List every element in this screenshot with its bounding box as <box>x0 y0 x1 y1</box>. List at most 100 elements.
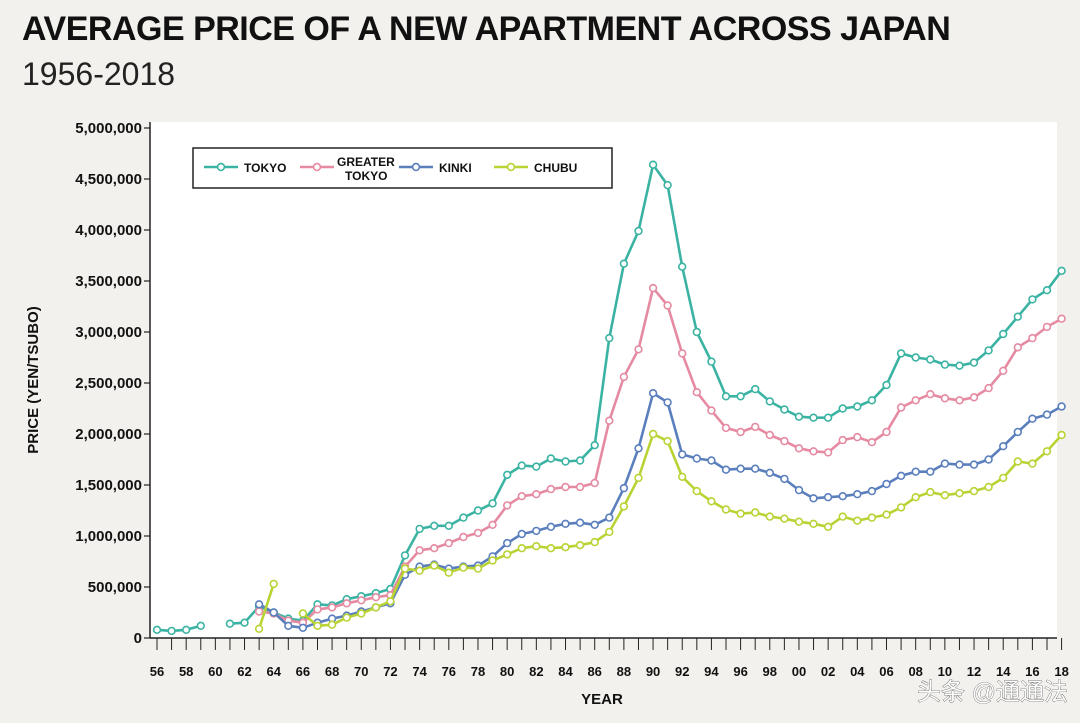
x-tick-label: 84 <box>558 664 573 679</box>
data-point-greater-tokyo <box>663 301 672 310</box>
data-point-tokyo <box>765 397 774 406</box>
x-tick-label: 68 <box>325 664 339 679</box>
legend-label: GREATER <box>337 155 395 169</box>
data-point-tokyo <box>969 358 979 367</box>
data-point-greater-tokyo <box>736 427 745 437</box>
data-point-greater-tokyo <box>823 448 833 457</box>
data-point-tokyo <box>648 160 658 169</box>
data-point-greater-tokyo <box>984 383 993 393</box>
y-tick-label: 2,500,000 <box>75 375 142 392</box>
data-point-tokyo <box>546 454 556 463</box>
x-tick-label: 92 <box>675 664 689 679</box>
data-point-greater-tokyo <box>444 538 453 548</box>
data-point-tokyo <box>1057 266 1066 275</box>
data-point-chubu <box>605 527 614 537</box>
y-tick-label: 1,000,000 <box>75 528 142 545</box>
data-point-tokyo <box>196 621 206 630</box>
series-line-tokyo <box>156 624 202 633</box>
data-point-kinki <box>896 471 906 480</box>
data-point-kinki <box>254 600 264 609</box>
data-point-kinki <box>546 522 556 531</box>
data-point-chubu <box>984 482 993 492</box>
x-tick-label: 12 <box>967 664 981 679</box>
chart-title: AVERAGE PRICE OF A NEW APARTMENT ACROSS … <box>22 10 951 48</box>
legend-marker <box>216 162 226 172</box>
data-point-chubu <box>503 550 512 559</box>
data-point-chubu <box>269 579 278 589</box>
data-point-kinki <box>794 485 804 495</box>
data-point-greater-tokyo <box>546 484 556 494</box>
data-point-greater-tokyo <box>357 596 366 605</box>
data-point-chubu <box>313 621 322 630</box>
data-point-tokyo <box>721 392 731 401</box>
data-point-greater-tokyo <box>561 482 570 492</box>
data-point-kinki <box>575 518 585 527</box>
data-point-kinki <box>1028 414 1037 423</box>
data-point-tokyo <box>663 180 672 190</box>
data-point-kinki <box>838 492 847 501</box>
data-point-greater-tokyo <box>371 592 381 602</box>
data-point-greater-tokyo <box>955 396 964 405</box>
data-point-tokyo <box>707 357 716 366</box>
data-point-chubu <box>692 486 701 496</box>
data-point-tokyo <box>503 470 512 479</box>
data-point-chubu <box>327 620 337 629</box>
data-point-chubu <box>926 487 935 497</box>
data-point-kinki <box>867 486 877 496</box>
data-point-tokyo <box>488 499 497 508</box>
data-point-chubu <box>911 493 920 502</box>
data-point-greater-tokyo <box>998 366 1008 375</box>
data-point-greater-tokyo <box>517 492 526 501</box>
data-point-tokyo <box>984 346 993 355</box>
data-point-tokyo <box>444 521 453 530</box>
data-point-chubu <box>940 491 950 500</box>
data-point-tokyo <box>532 462 541 471</box>
x-tick-label: 08 <box>908 664 922 679</box>
data-point-tokyo <box>882 380 891 390</box>
data-point-tokyo <box>823 413 833 422</box>
data-point-kinki <box>1013 427 1022 437</box>
data-point-chubu <box>634 473 643 483</box>
legend-marker <box>312 162 322 172</box>
data-point-chubu <box>955 489 964 498</box>
data-point-greater-tokyo <box>342 599 351 608</box>
legend-item-chubu: CHUBU <box>494 161 577 175</box>
data-point-tokyo <box>517 461 526 470</box>
data-point-chubu <box>561 542 570 552</box>
data-point-greater-tokyo <box>707 406 716 415</box>
data-point-chubu <box>838 512 847 521</box>
x-tick-label: 66 <box>296 664 310 679</box>
x-tick-label: 80 <box>500 664 514 679</box>
data-point-greater-tokyo <box>619 372 629 382</box>
data-point-chubu <box>400 564 410 573</box>
x-tick-label: 76 <box>442 664 456 679</box>
data-point-greater-tokyo <box>503 501 512 510</box>
data-point-chubu <box>386 597 395 606</box>
data-point-greater-tokyo <box>969 393 979 402</box>
legend-label: KINKI <box>439 161 472 175</box>
data-point-chubu <box>998 473 1008 483</box>
data-point-chubu <box>371 603 381 612</box>
data-point-chubu <box>1013 457 1022 466</box>
data-point-kinki <box>648 389 658 398</box>
x-tick-label: 06 <box>879 664 893 679</box>
data-point-greater-tokyo <box>605 416 614 425</box>
x-tick-label: 94 <box>704 664 719 679</box>
data-point-kinki <box>926 467 935 476</box>
data-point-kinki <box>663 398 672 407</box>
data-point-chubu <box>254 624 264 633</box>
data-point-chubu <box>896 503 906 512</box>
data-point-tokyo <box>240 618 249 627</box>
data-point-kinki <box>911 467 920 476</box>
data-point-tokyo <box>911 353 920 362</box>
data-point-chubu <box>619 502 629 511</box>
data-point-chubu <box>780 514 789 523</box>
data-point-chubu <box>750 508 760 517</box>
data-point-tokyo <box>634 226 643 236</box>
data-point-greater-tokyo <box>838 435 847 445</box>
data-point-kinki <box>269 608 278 617</box>
data-point-greater-tokyo <box>634 345 643 354</box>
data-point-chubu <box>794 517 804 526</box>
chart-subtitle: 1956-2018 <box>22 56 176 92</box>
